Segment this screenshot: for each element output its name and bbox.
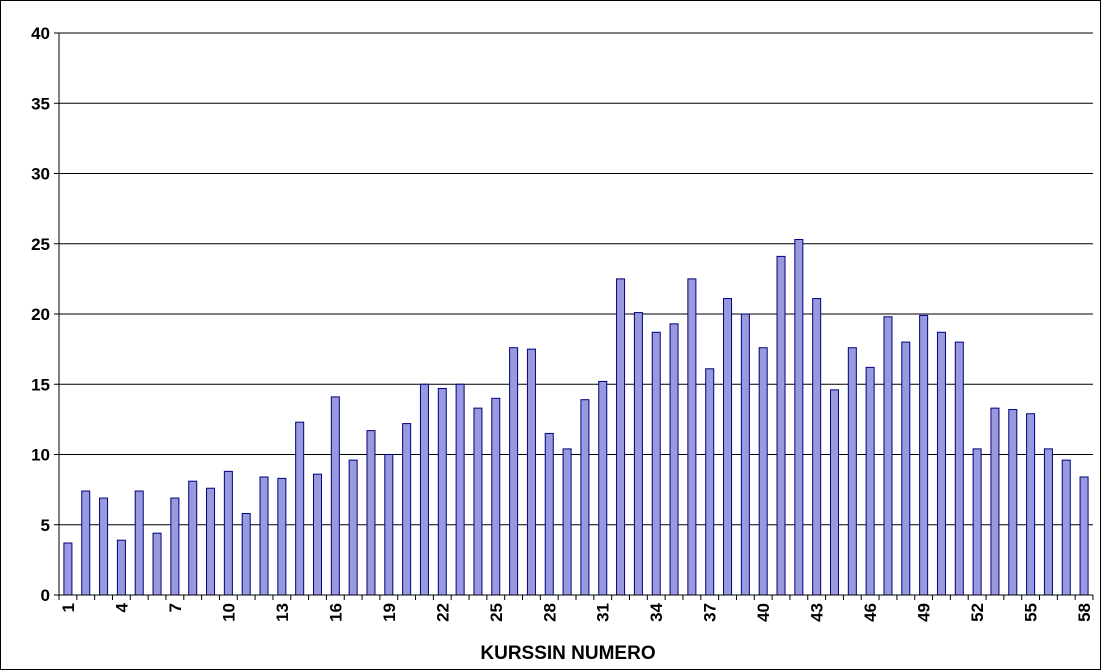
bar-19 bbox=[384, 454, 394, 596]
x-tick-label: 25 bbox=[487, 603, 506, 622]
bar-55 bbox=[1026, 413, 1036, 596]
bar-4 bbox=[116, 539, 126, 596]
x-axis-ticks: 1 4 7 10 13 16 19 22 25 28 31 34 37 40 43 46 49 52 55 58 bbox=[58, 595, 1094, 622]
bar-52 bbox=[972, 448, 982, 596]
bar-44 bbox=[829, 389, 840, 596]
bar-49 bbox=[919, 314, 929, 596]
bar-56 bbox=[1043, 448, 1053, 596]
x-tick-label: 10 bbox=[219, 603, 238, 622]
bar-32 bbox=[616, 278, 626, 596]
bar-39 bbox=[740, 313, 750, 596]
x-tick-label: 43 bbox=[808, 603, 827, 622]
bar-58 bbox=[1079, 476, 1089, 596]
bar-20 bbox=[402, 423, 412, 596]
bar-25 bbox=[491, 397, 501, 596]
bar-48 bbox=[901, 341, 911, 596]
bar-57 bbox=[1061, 459, 1071, 596]
bar-46 bbox=[865, 366, 875, 596]
bar-28 bbox=[544, 432, 554, 596]
bar-45 bbox=[847, 347, 857, 596]
bar-41 bbox=[776, 255, 786, 596]
bar-3 bbox=[99, 497, 109, 596]
bar-31 bbox=[598, 380, 608, 596]
x-tick-label: 13 bbox=[273, 603, 292, 622]
y-tick-label: 20 bbox=[31, 305, 50, 324]
bar-18 bbox=[366, 430, 376, 596]
bar-51 bbox=[954, 341, 964, 596]
bar-53 bbox=[990, 407, 1000, 596]
x-tick-label: 28 bbox=[540, 603, 559, 622]
bar-36 bbox=[687, 278, 697, 596]
bar-10 bbox=[223, 470, 233, 596]
bar-5 bbox=[134, 490, 144, 596]
bar-16 bbox=[330, 396, 340, 596]
bar-40 bbox=[758, 347, 768, 596]
x-axis-label: KURSSIN NUMERO bbox=[480, 643, 655, 664]
x-tick-label: 49 bbox=[915, 603, 934, 622]
x-tick-label: 55 bbox=[1022, 603, 1041, 622]
bar-6 bbox=[152, 532, 162, 596]
bar-21 bbox=[419, 383, 429, 596]
bar-14 bbox=[295, 421, 305, 596]
y-axis-ticks: 0 5 10 15 20 25 30 35 40 bbox=[31, 24, 59, 605]
bar-29 bbox=[562, 448, 572, 596]
x-tick-label: 16 bbox=[326, 603, 345, 622]
x-tick-label: 40 bbox=[754, 603, 773, 622]
bar-11 bbox=[241, 513, 251, 596]
x-tick-label: 1 bbox=[59, 603, 78, 612]
bar-17 bbox=[348, 459, 358, 596]
x-tick-label: 37 bbox=[701, 603, 720, 622]
x-tick-label: 22 bbox=[433, 603, 452, 622]
y-tick-label: 30 bbox=[31, 165, 50, 184]
x-tick-label: 34 bbox=[647, 602, 666, 621]
bar-43 bbox=[812, 298, 822, 596]
bar-8 bbox=[188, 480, 198, 596]
y-tick-label: 10 bbox=[31, 446, 50, 465]
x-tick-label: 52 bbox=[968, 603, 987, 622]
bar-1 bbox=[63, 542, 73, 596]
bar-2 bbox=[81, 490, 91, 596]
y-tick-label: 5 bbox=[41, 516, 50, 535]
bar-35 bbox=[669, 323, 679, 596]
x-tick-label: 4 bbox=[112, 602, 131, 612]
bar-15 bbox=[312, 473, 323, 596]
x-tick-label: 7 bbox=[166, 603, 185, 612]
bar-9 bbox=[206, 487, 216, 596]
x-tick-label: 46 bbox=[861, 603, 880, 622]
bar-33 bbox=[633, 312, 643, 596]
bar-34 bbox=[651, 331, 661, 596]
bar-27 bbox=[526, 348, 536, 596]
y-tick-label: 25 bbox=[31, 235, 50, 254]
bar-54 bbox=[1008, 409, 1018, 596]
bar-26 bbox=[509, 347, 519, 596]
bar-42 bbox=[794, 239, 804, 596]
bar-47 bbox=[883, 316, 893, 596]
bar-37 bbox=[705, 368, 715, 596]
bar-13 bbox=[277, 477, 287, 596]
x-tick-label: 31 bbox=[594, 603, 613, 622]
bar-12 bbox=[259, 476, 269, 596]
y-tick-label: 15 bbox=[31, 375, 50, 394]
bar-23 bbox=[455, 383, 465, 596]
y-tick-label: 35 bbox=[31, 94, 50, 113]
bar-24 bbox=[473, 407, 483, 596]
bar-22 bbox=[437, 387, 447, 596]
y-tick-label: 40 bbox=[31, 24, 50, 43]
x-tick-label: 19 bbox=[380, 603, 399, 622]
bar-50 bbox=[936, 331, 946, 596]
bar-38 bbox=[723, 298, 733, 596]
x-tick-label: 58 bbox=[1075, 603, 1094, 622]
y-tick-label: 0 bbox=[41, 586, 50, 605]
bars bbox=[63, 239, 1089, 596]
bar-7 bbox=[170, 497, 180, 596]
bar-30 bbox=[580, 399, 590, 596]
